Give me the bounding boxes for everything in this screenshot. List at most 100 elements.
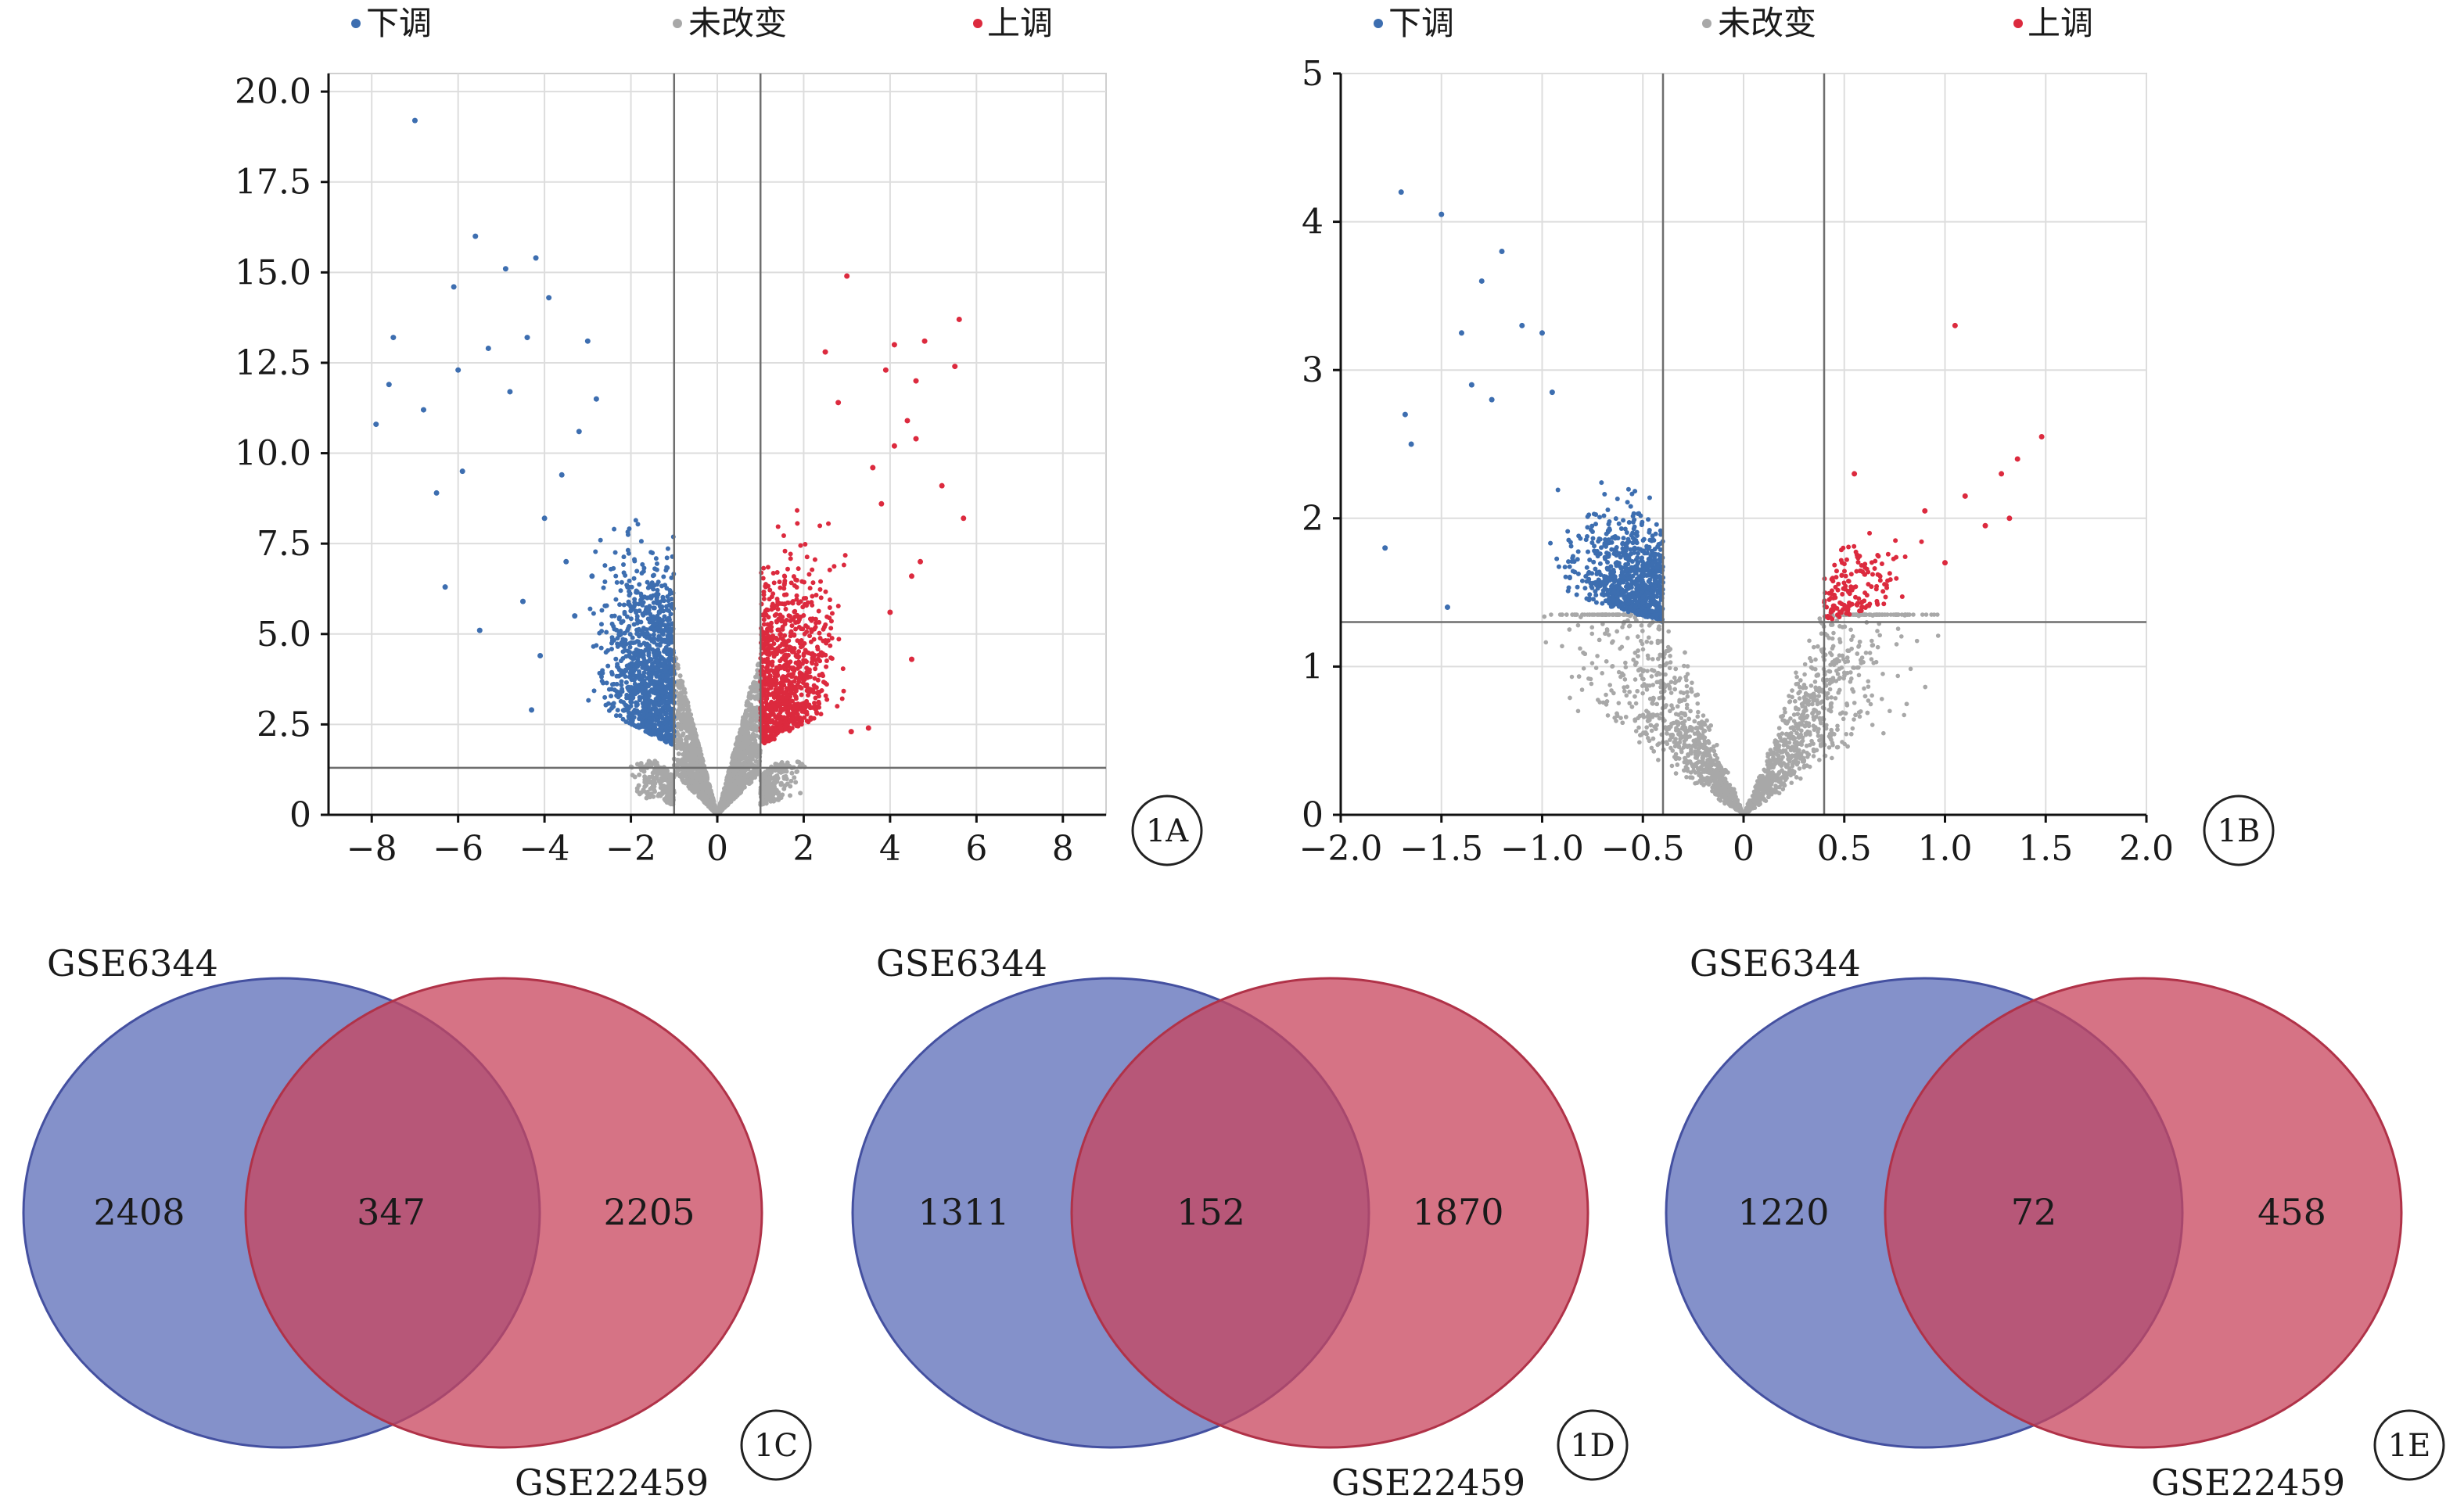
unchanged-point: [745, 735, 751, 741]
up-point: [776, 701, 781, 707]
down-point: [602, 579, 608, 585]
down-point: [373, 421, 379, 428]
down-point: [656, 674, 662, 680]
up-point: [774, 612, 779, 617]
x-tick-label: −6: [433, 829, 483, 869]
down-point: [641, 594, 647, 600]
x-tick-label: −2: [605, 829, 656, 869]
up-point: [797, 674, 803, 680]
down-point: [667, 591, 673, 597]
up-point: [775, 689, 781, 694]
down-point: [627, 644, 633, 650]
up-point: [865, 725, 871, 731]
down-point: [668, 622, 673, 627]
up-point: [762, 678, 767, 683]
down-point: [639, 571, 645, 576]
up-point: [765, 724, 770, 730]
up-point: [787, 717, 792, 723]
down-point: [631, 576, 637, 581]
down-point: [647, 656, 652, 662]
up-point: [828, 643, 833, 648]
unchanged-point: [644, 780, 649, 786]
down-point: [669, 575, 674, 580]
up-point: [952, 364, 958, 370]
down-point: [658, 636, 663, 641]
up-point: [956, 316, 962, 322]
down-point: [609, 701, 615, 707]
unchanged-point: [735, 761, 741, 766]
up-point: [827, 567, 832, 572]
down-point: [618, 629, 623, 634]
down-point: [669, 640, 674, 645]
up-point: [870, 464, 876, 471]
up-point: [803, 596, 809, 601]
up-point: [767, 733, 773, 739]
down-point: [645, 635, 651, 640]
up-point: [824, 664, 829, 669]
up-point: [782, 574, 788, 579]
up-point: [789, 726, 795, 731]
up-point: [767, 646, 772, 651]
x-tick-label: 6: [965, 829, 987, 869]
y-tick-label: 15.0: [235, 253, 311, 292]
down-point: [655, 642, 660, 647]
down-point: [584, 338, 591, 344]
up-point: [814, 644, 820, 650]
unchanged-point: [653, 762, 659, 767]
up-point: [836, 637, 842, 642]
unchanged-point: [736, 736, 742, 741]
down-point: [629, 677, 634, 683]
unchanged-point: [661, 786, 666, 791]
up-point: [809, 659, 814, 665]
down-point: [602, 563, 608, 568]
down-point: [559, 472, 565, 478]
down-point: [641, 600, 646, 605]
down-point: [621, 602, 627, 608]
down-point: [645, 664, 650, 669]
up-point: [778, 631, 783, 637]
unchanged-point: [739, 742, 745, 748]
down-point: [625, 628, 630, 633]
unchanged-point: [641, 788, 647, 794]
up-point: [804, 554, 810, 560]
unchanged-point: [699, 757, 705, 762]
down-point: [625, 547, 630, 553]
up-point: [782, 548, 788, 554]
down-point: [663, 624, 669, 629]
unchanged-point: [747, 777, 752, 783]
down-point: [572, 613, 578, 619]
down-point: [660, 632, 666, 637]
up-point: [763, 737, 769, 742]
up-point: [821, 626, 826, 632]
up-point: [798, 644, 803, 650]
unchanged-point: [752, 725, 758, 730]
down-point: [638, 662, 643, 667]
up-point: [799, 685, 804, 690]
up-point: [783, 606, 788, 612]
legend-swatch-down: [351, 19, 361, 28]
unchanged-point: [749, 755, 755, 760]
down-point: [420, 407, 426, 413]
up-point: [781, 533, 786, 539]
y-tick-label: 2.5: [257, 705, 311, 744]
volcano-panel-1a: 下调 未改变 上调 −8 −6 −4 −2 0 2 4 6 8 02.55.07.510.012…: [235, 4, 1203, 869]
up-point: [878, 500, 885, 507]
unchanged-point: [658, 778, 663, 784]
down-point: [605, 647, 611, 653]
legend-swatch-down: [1374, 19, 1383, 28]
down-point: [663, 694, 669, 699]
up-point: [796, 601, 801, 606]
unchanged-point: [781, 774, 787, 780]
up-point: [793, 626, 799, 632]
up-point: [788, 702, 793, 708]
up-point: [767, 587, 773, 593]
y-tick-label: 0: [289, 795, 311, 835]
down-point: [602, 694, 608, 700]
down-point: [669, 665, 674, 671]
down-point: [619, 683, 624, 688]
up-point: [803, 683, 808, 689]
up-point: [909, 573, 914, 579]
down-point: [651, 605, 656, 611]
down-point: [650, 551, 656, 556]
unchanged-point: [677, 673, 683, 679]
